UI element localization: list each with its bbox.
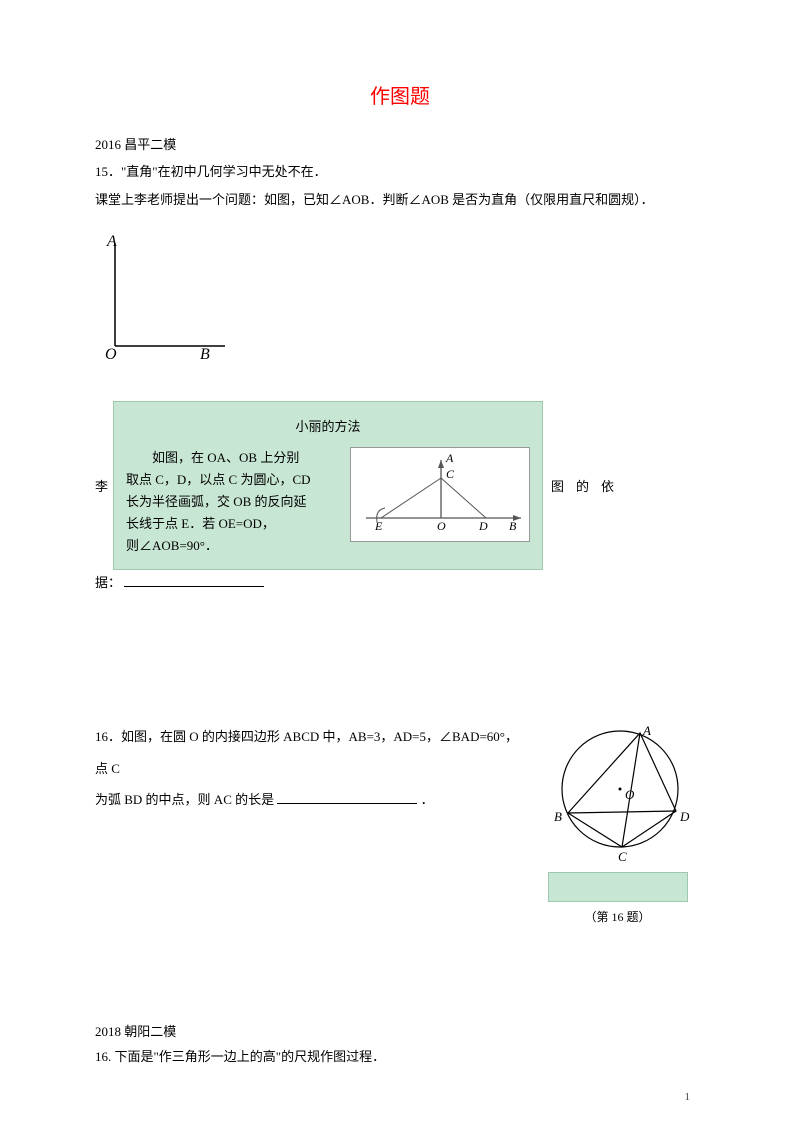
method-box: 小丽的方法 如图，在 OA、OB 上分别 取点 C，D，以点 C 为圆心，CD … <box>113 401 543 570</box>
page-number: 1 <box>685 1091 691 1103</box>
q16-figure: A B C D O （第 16 题） <box>530 721 705 925</box>
q16-line2-text: 为弧 BD 的中点，则 AC 的长是 <box>95 792 274 807</box>
c-label-a: A <box>642 723 651 738</box>
method-text: 如图，在 OA、OB 上分别 取点 C，D，以点 C 为圆心，CD 长为半径画弧… <box>126 447 340 557</box>
right-chars: 图的依 <box>543 476 705 495</box>
method-line: 长线于点 E．若 OE=OD， <box>126 513 340 535</box>
m-label-e: E <box>374 519 383 533</box>
m-label-o: O <box>437 519 446 533</box>
method-line: 则∠AOB=90°． <box>126 535 340 557</box>
method-diagram: A C E O D B <box>350 447 530 542</box>
q16-blank <box>277 790 417 804</box>
bottom-block: 2018 朝阳二模 16. 下面是"作三角形一边上的高"的尺规作图过程． <box>95 1020 705 1069</box>
q16-text: 16．如图，在圆 O 的内接四边形 ABCD 中，AB=3，AD=5，∠BAD=… <box>95 721 530 925</box>
page-title: 作图题 <box>95 80 705 109</box>
q16-line1: 16．如图，在圆 O 的内接四边形 ABCD 中，AB=3，AD=5，∠BAD=… <box>95 721 530 783</box>
method-row: 李 小丽的方法 如图，在 OA、OB 上分别 取点 C，D，以点 C 为圆心，C… <box>95 401 705 570</box>
q16-line2: 为弧 BD 的中点，则 AC 的长是 ． <box>95 784 530 815</box>
ju-line: 据： <box>95 572 705 591</box>
bottom-text: 16. 下面是"作三角形一边上的高"的尺规作图过程． <box>95 1045 705 1070</box>
method-title: 小丽的方法 <box>126 416 530 435</box>
q15-prompt: 课堂上李老师提出一个问题：如图，已知∠AOB．判断∠AOB 是否为直角（仅限用直… <box>95 186 705 213</box>
c-label-b: B <box>554 809 562 824</box>
label-o: O <box>105 346 117 361</box>
q16-block: 16．如图，在圆 O 的内接四边形 ABCD 中，AB=3，AD=5，∠BAD=… <box>95 721 705 925</box>
method-line: 取点 C，D，以点 C 为圆心，CD <box>126 469 340 491</box>
q15-label: 15．"直角"在初中几何学习中无处不在． <box>95 158 705 185</box>
c-label-d: D <box>679 809 690 824</box>
m-label-a: A <box>445 451 454 465</box>
q15-source: 2016 昌平二模 <box>95 131 705 158</box>
method-line: 长为半径画弧，交 OB 的反向延 <box>126 491 340 513</box>
ju-label: 据： <box>95 575 121 590</box>
c-label-o: O <box>625 787 635 802</box>
blank-underline <box>124 573 264 587</box>
green-strip <box>548 872 688 902</box>
m-label-d: D <box>478 519 488 533</box>
m-label-c: C <box>446 467 455 481</box>
method-line: 如图，在 OA、OB 上分别 <box>126 447 340 469</box>
left-char-li: 李 <box>95 476 113 495</box>
label-a: A <box>106 233 117 250</box>
label-b: B <box>200 346 210 361</box>
c-label-c: C <box>618 849 627 861</box>
bottom-source: 2018 朝阳二模 <box>95 1020 705 1045</box>
m-label-b: B <box>509 519 517 533</box>
angle-aob-diagram: A O B <box>95 231 705 366</box>
q16-caption: （第 16 题） <box>530 908 705 925</box>
q16-period: ． <box>421 792 434 807</box>
